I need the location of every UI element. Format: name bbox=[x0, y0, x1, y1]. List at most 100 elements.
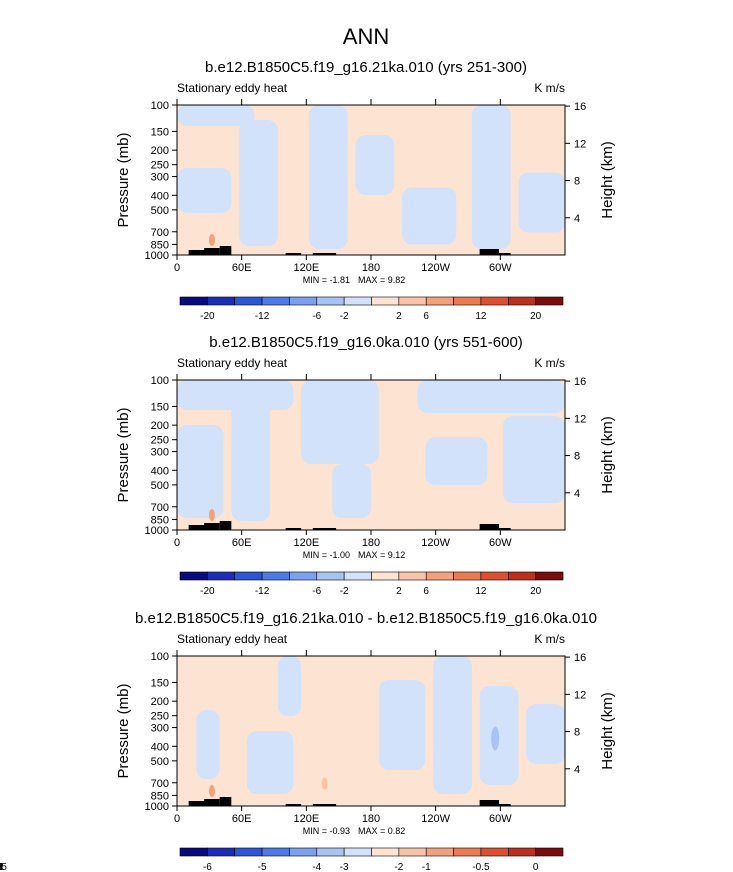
colorbar-box bbox=[453, 571, 482, 581]
topography bbox=[219, 797, 232, 806]
colorbar-label: 6 bbox=[0, 862, 3, 872]
left-string: Stationary eddy heat bbox=[177, 81, 288, 95]
topography bbox=[188, 525, 216, 530]
y-tick-label: 850 bbox=[151, 239, 169, 251]
y-tick-label: 1000 bbox=[145, 801, 169, 813]
y-axis-title: Pressure (mb) bbox=[115, 132, 132, 227]
colorbar-label: 5 bbox=[0, 862, 3, 872]
field-contour bbox=[502, 416, 565, 503]
y-axis-title: Pressure (mb) bbox=[115, 407, 132, 502]
y-tick-label: 150 bbox=[151, 401, 169, 413]
y-tick-label: 150 bbox=[151, 677, 169, 689]
y-tick-label: 250 bbox=[151, 435, 169, 447]
colorbar-label: -12 bbox=[255, 311, 270, 322]
field-contour bbox=[321, 777, 328, 790]
colorbar-label: -4 bbox=[312, 862, 321, 872]
y-tick-label: 250 bbox=[151, 160, 169, 172]
field-contour bbox=[518, 172, 565, 233]
units-label: K m/s bbox=[534, 356, 565, 370]
topography bbox=[495, 253, 511, 255]
y-tick-label: 300 bbox=[151, 172, 169, 184]
colorbar-box bbox=[398, 296, 427, 306]
y-tick-label: 500 bbox=[151, 480, 169, 492]
panel-title: b.e12.B1850C5.f19_g16.21ka.010 - b.e12.B… bbox=[135, 610, 597, 627]
topography bbox=[495, 804, 511, 806]
field-contour bbox=[208, 234, 215, 246]
y-tick-label: 700 bbox=[151, 502, 169, 514]
units-label: K m/s bbox=[534, 81, 565, 95]
field-contour bbox=[417, 380, 565, 413]
x-tick-label: 180 bbox=[362, 262, 380, 274]
panel-title: b.e12.B1850C5.f19_g16.0ka.010 (yrs 551-6… bbox=[209, 334, 523, 351]
colorbar-label: 4 bbox=[0, 862, 3, 872]
colorbar-box bbox=[425, 847, 454, 857]
colorbar-box bbox=[289, 296, 318, 306]
y2-axis-title: Height (km) bbox=[599, 141, 616, 219]
min-label: MIN = -0.93 bbox=[303, 826, 350, 836]
colorbar-label: 2 bbox=[0, 862, 3, 872]
colorbar-box bbox=[507, 296, 536, 306]
colorbar-label: 2 bbox=[396, 311, 402, 322]
colorbar-label: -20 bbox=[200, 586, 215, 597]
colorbar-label: -2 bbox=[394, 862, 403, 872]
y2-tick-label: 16 bbox=[574, 376, 586, 388]
chart-panel-3: b.e12.B1850C5.f19_g16.21ka.010 - b.e12.B… bbox=[0, 610, 616, 872]
y2-tick-label: 16 bbox=[574, 101, 586, 113]
colorbar-box bbox=[398, 571, 427, 581]
field-contour bbox=[277, 656, 302, 716]
colorbar-box bbox=[234, 296, 263, 306]
colorbar-label: 20 bbox=[530, 586, 542, 597]
x-tick-label: 0 bbox=[174, 813, 180, 825]
y2-tick-label: 8 bbox=[574, 176, 580, 188]
y-tick-label: 200 bbox=[151, 696, 169, 708]
y-tick-label: 100 bbox=[151, 375, 169, 387]
chart-panel-2: b.e12.B1850C5.f19_g16.0ka.010 (yrs 551-6… bbox=[115, 334, 616, 597]
left-string: Stationary eddy heat bbox=[177, 356, 288, 370]
field-contour bbox=[479, 686, 519, 785]
topography bbox=[188, 250, 216, 255]
colorbar-label: 3 bbox=[0, 862, 3, 872]
colorbar-box bbox=[480, 847, 509, 857]
colorbar-box bbox=[535, 847, 564, 857]
colorbar-box bbox=[316, 847, 345, 857]
x-tick-label: 120E bbox=[293, 813, 319, 825]
y-tick-label: 300 bbox=[151, 723, 169, 735]
topography bbox=[204, 799, 220, 806]
y2-tick-label: 4 bbox=[574, 213, 580, 225]
colorbar-box bbox=[398, 847, 427, 857]
y-tick-label: 500 bbox=[151, 205, 169, 217]
topography bbox=[285, 253, 302, 255]
topography bbox=[219, 246, 232, 255]
y2-axis-title: Height (km) bbox=[599, 416, 616, 494]
field-contour bbox=[196, 710, 220, 779]
colorbar-label: 6 bbox=[423, 311, 429, 322]
y-tick-label: 400 bbox=[151, 741, 169, 753]
x-tick-label: 120W bbox=[421, 262, 450, 274]
field-contour bbox=[208, 785, 215, 797]
colorbar-label: -3 bbox=[340, 862, 349, 872]
y-tick-label: 700 bbox=[151, 778, 169, 790]
field-contour bbox=[177, 425, 224, 518]
colorbar-box bbox=[179, 296, 208, 306]
left-string: Stationary eddy heat bbox=[177, 632, 288, 646]
topography bbox=[479, 524, 500, 530]
colorbar-box bbox=[207, 571, 236, 581]
colorbar-label: 12 bbox=[475, 586, 487, 597]
y2-tick-label: 12 bbox=[574, 413, 586, 425]
colorbar-label: 1 bbox=[0, 862, 3, 872]
x-tick-label: 120E bbox=[293, 262, 319, 274]
colorbar-label: -6 bbox=[203, 862, 212, 872]
field-contour bbox=[433, 656, 472, 794]
colorbar-box bbox=[371, 571, 400, 581]
colorbar-box bbox=[480, 571, 509, 581]
x-tick-label: 120W bbox=[421, 537, 450, 549]
topography bbox=[219, 521, 232, 530]
colorbar-label: 12 bbox=[475, 311, 487, 322]
colorbar-label: 20 bbox=[530, 311, 542, 322]
y2-axis-title: Height (km) bbox=[599, 692, 616, 770]
x-tick-label: 120E bbox=[293, 537, 319, 549]
field-contour bbox=[246, 731, 294, 794]
field-contour bbox=[239, 120, 278, 246]
topography bbox=[312, 804, 337, 806]
y-tick-label: 400 bbox=[151, 465, 169, 477]
